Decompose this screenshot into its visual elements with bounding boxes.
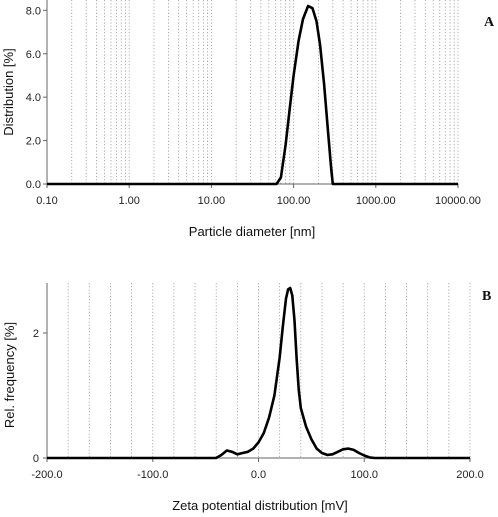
chart-a-x-tick-label: 10000.00	[435, 195, 481, 207]
chart-a-y-tick-label: 6.0	[26, 49, 41, 61]
chart-a-x-tick-label: 1000.00	[356, 195, 396, 207]
chart-b-x-tick-label: 0.0	[251, 469, 266, 481]
chart-b-x-tick-label: 200.0	[456, 469, 484, 481]
chart-b-x-tick-label: 100.0	[350, 469, 378, 481]
chart-a-y-tick-label: 0.0	[26, 179, 41, 191]
chart-a-y-axis-label: Distribution [%]	[1, 48, 16, 135]
chart-b-y-tick-label: 2	[33, 328, 39, 340]
chart-b-x-tick-label: -100.0	[137, 469, 168, 481]
chart-a-panel-letter: A	[484, 15, 495, 30]
chart-b-series-line	[47, 286, 470, 460]
chart-b-grid	[67, 283, 471, 458]
chart-b: -200.0 -100.0 0.0 100.0 200.0 0 2 Zeta potenti…	[2, 283, 491, 513]
chart-a-x-tick-label: 1.00	[118, 195, 139, 207]
chart-a-grid	[71, 0, 459, 184]
chart-b-y-axis-label: Rel. frequency [%]	[2, 322, 17, 428]
chart-a-ticks: 0.10 1.00 10.00 100.00 1000.00 10000.00 0.0 2.0…	[26, 5, 481, 207]
chart-b-x-tick-label: -200.0	[31, 469, 62, 481]
chart-a-y-tick-label: 2.0	[26, 136, 41, 148]
chart-a-x-tick-label: 0.10	[36, 195, 57, 207]
chart-a-y-tick-label: 8.0	[26, 5, 41, 17]
chart-a-x-tick-label: 10.00	[198, 195, 226, 207]
chart-a-series-line	[47, 4, 458, 186]
chart-b-y-tick-label: 0	[33, 453, 39, 465]
chart-b-panel-letter: B	[482, 289, 491, 304]
chart-a-x-tick-label: 100.00	[277, 195, 311, 207]
chart-b-x-axis-label: Zeta potential distribution [mV]	[172, 498, 348, 513]
chart-b-ticks: -200.0 -100.0 0.0 100.0 200.0 0 2	[31, 328, 483, 481]
chart-a-x-axis-label: Particle diameter [nm]	[189, 224, 315, 239]
chart-a: 0.10 1.00 10.00 100.00 1000.00 10000.00 0.0 2.0…	[1, 0, 495, 239]
chart-a-y-tick-label: 4.0	[26, 92, 41, 104]
